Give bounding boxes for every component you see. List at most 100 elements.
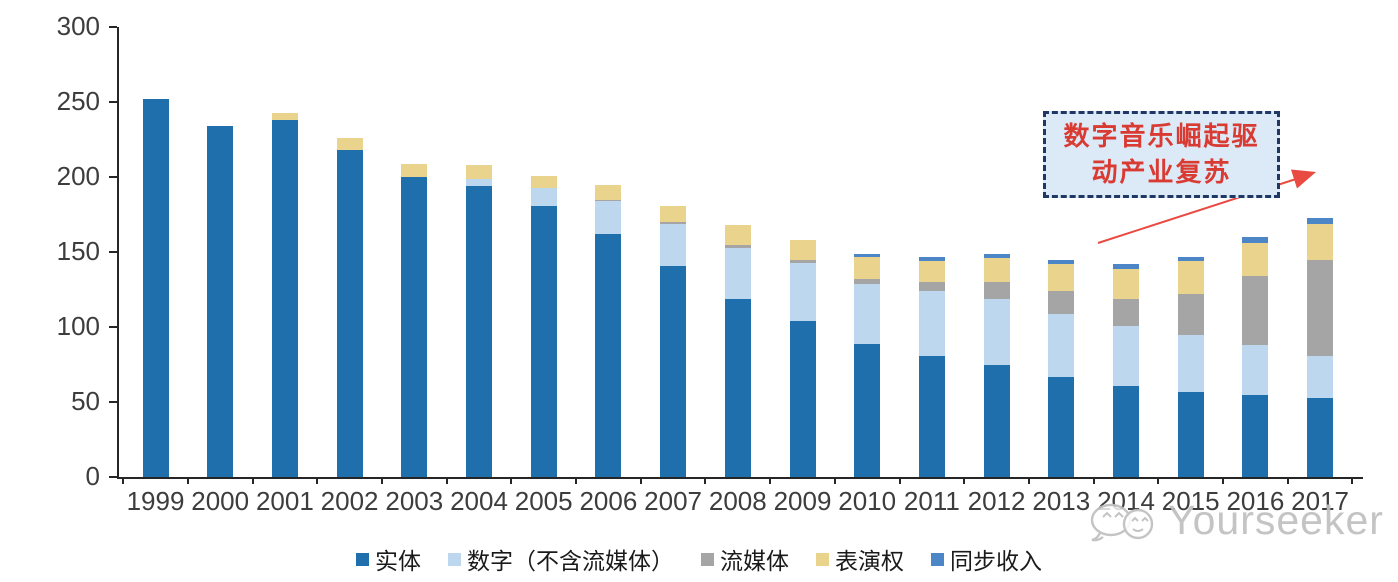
x-axis-label: 2004 — [450, 486, 508, 516]
y-axis-tick — [109, 401, 117, 403]
bar-segment — [918, 291, 945, 356]
bar-segment — [854, 256, 881, 279]
bar-segment — [1177, 334, 1204, 392]
bar-segment — [1113, 325, 1139, 386]
bar-segment — [1048, 313, 1075, 377]
bar-segment — [336, 138, 363, 150]
bar-segment — [336, 150, 363, 477]
x-axis-tick — [1351, 477, 1354, 484]
bar-2012 — [983, 253, 1010, 477]
x-axis-label: 2002 — [320, 486, 379, 516]
x-axis-tick — [963, 477, 966, 484]
bar-segment — [660, 223, 687, 266]
bar-segment — [595, 201, 622, 234]
annotation-line-2: 动产业复苏 — [1091, 157, 1232, 187]
bar-segment — [142, 99, 169, 477]
x-axis-tick — [122, 477, 125, 484]
legend-swatch — [701, 552, 714, 566]
x-axis-tick — [510, 477, 513, 484]
bar-2001 — [271, 112, 298, 477]
x-axis-label: 2007 — [644, 486, 703, 516]
y-axis-tick — [109, 101, 117, 103]
x-axis-tick — [704, 477, 707, 484]
y-axis-label: 100 — [56, 311, 100, 341]
bar-segment — [1113, 264, 1139, 269]
legend-item: 流媒体 — [701, 542, 789, 576]
bar-segment — [401, 177, 428, 477]
bar-segment — [660, 265, 687, 477]
bar-segment — [983, 253, 1010, 258]
x-axis-label: 2010 — [838, 486, 897, 516]
x-axis-label: 2013 — [1032, 486, 1091, 516]
x-axis-label: 2012 — [967, 486, 1026, 516]
legend-label: 表演权 — [835, 549, 904, 574]
x-axis-tick — [1092, 477, 1095, 484]
y-axis-label: 200 — [56, 161, 100, 191]
bar-segment — [466, 178, 492, 186]
x-axis-label: 2016 — [1226, 486, 1285, 516]
bar-2006 — [595, 184, 622, 477]
legend-swatch — [931, 552, 944, 566]
x-axis-tick — [898, 477, 901, 484]
bar-segment — [595, 199, 622, 201]
bar-segment — [918, 256, 945, 261]
bar-2014 — [1113, 264, 1139, 477]
bar-2004 — [466, 165, 492, 477]
bar-segment — [207, 126, 234, 477]
yourseeker-logo-icon — [1086, 492, 1162, 548]
bar-segment — [660, 205, 687, 222]
bar-segment — [854, 253, 881, 257]
x-axis-label: 2000 — [191, 486, 250, 516]
bar-segment — [1048, 259, 1075, 264]
bar-segment — [789, 321, 816, 477]
bar-segment — [1048, 291, 1075, 314]
bar-segment — [271, 120, 298, 477]
bar-2013 — [1048, 259, 1075, 477]
x-axis-tick — [445, 477, 448, 484]
y-axis-label: 250 — [56, 86, 100, 116]
legend-item: 实体 — [356, 542, 421, 576]
bar-segment — [271, 112, 298, 120]
y-axis-label: 150 — [56, 236, 100, 266]
legend-label: 数字（不含流媒体） — [467, 549, 674, 574]
y-axis-tick — [109, 326, 117, 328]
bar-segment — [1242, 243, 1269, 276]
legend-item: 表演权 — [816, 542, 904, 576]
bar-segment — [530, 187, 557, 206]
bar-segment — [1048, 264, 1075, 291]
bar-segment — [983, 364, 1010, 477]
x-axis-label: 2009 — [773, 486, 832, 516]
bar-segment — [1113, 268, 1139, 299]
bar-segment — [983, 282, 1010, 299]
legend-swatch — [816, 552, 829, 566]
bar-segment — [789, 259, 816, 263]
bar-2016 — [1242, 237, 1269, 477]
y-axis-label: 300 — [56, 11, 100, 41]
bar-segment — [918, 355, 945, 477]
bar-segment — [1177, 256, 1204, 261]
x-axis-label: 2003 — [385, 486, 444, 516]
bar-segment — [724, 298, 751, 477]
bar-segment — [595, 234, 622, 477]
legend-label: 流媒体 — [720, 549, 789, 574]
bar-segment — [918, 282, 945, 291]
legend-label: 实体 — [375, 549, 421, 574]
x-axis-line — [117, 477, 1363, 479]
bar-2008 — [724, 225, 751, 477]
legend: 实体 数字（不含流媒体） 流媒体 表演权 同步收入 — [0, 542, 1398, 576]
bar-segment — [595, 184, 622, 200]
y-axis-tick — [109, 176, 117, 178]
bar-segment — [1307, 355, 1334, 398]
bar-1999 — [142, 99, 169, 477]
bar-2000 — [207, 126, 234, 477]
x-axis-label: 2017 — [1291, 486, 1350, 516]
bar-2002 — [336, 138, 363, 477]
x-axis-label: 2011 — [903, 486, 960, 516]
x-axis-tick — [639, 477, 642, 484]
bar-segment — [854, 343, 881, 477]
bar-segment — [466, 165, 492, 179]
bar-segment — [1307, 217, 1334, 224]
bar-segment — [1307, 259, 1334, 356]
bar-2005 — [530, 175, 557, 477]
x-axis-tick — [380, 477, 383, 484]
